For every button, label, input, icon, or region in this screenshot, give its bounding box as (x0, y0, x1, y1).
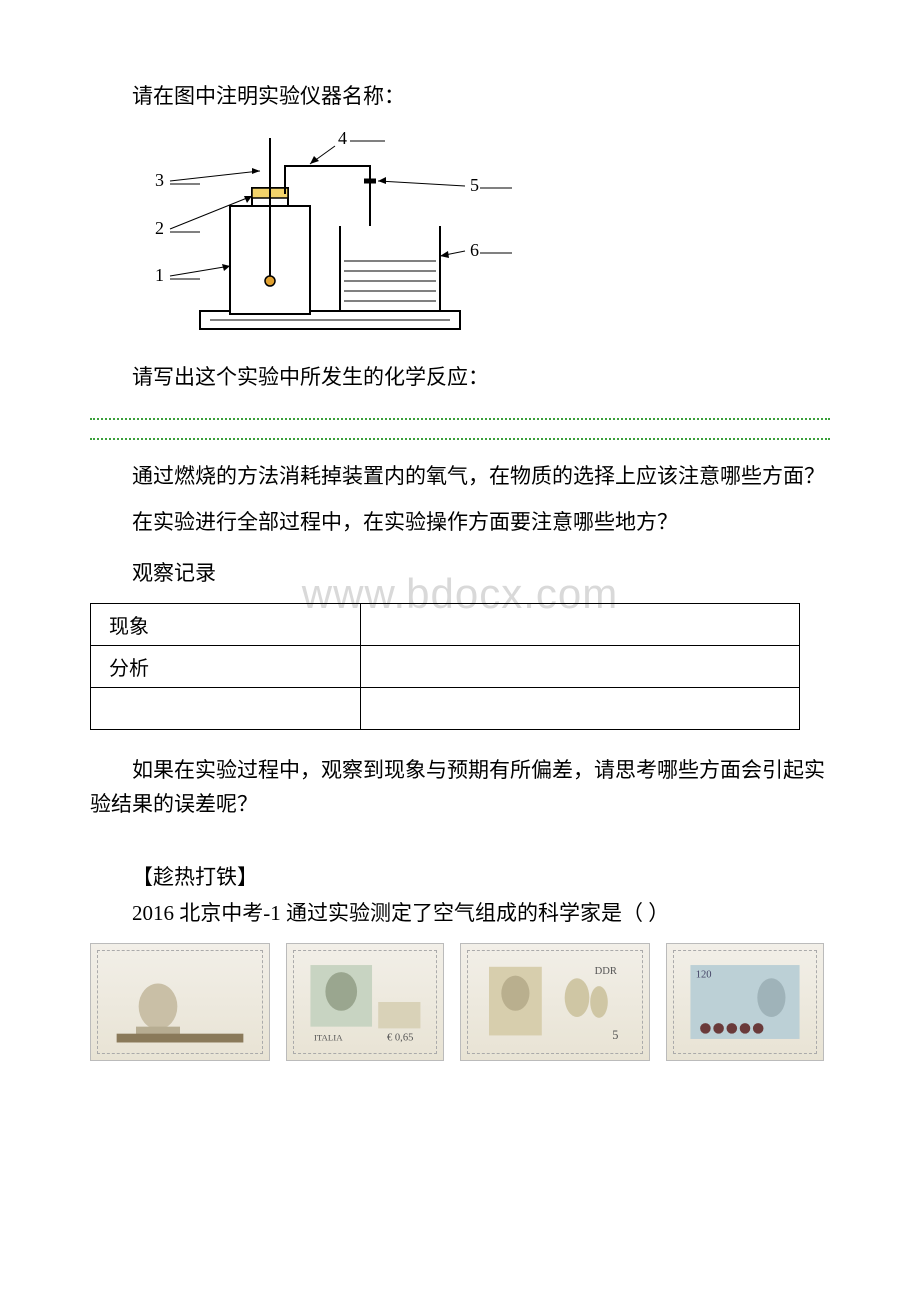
table-row: 现象 (91, 603, 800, 645)
answer-lines (90, 406, 830, 440)
obs-cell-label: 现象 (91, 603, 361, 645)
q2-prompt: 请写出这个实验中所发生的化学反应： (90, 361, 830, 395)
stamp-option-a (90, 943, 270, 1061)
svg-text:€ 0,65: € 0,65 (387, 1032, 413, 1043)
mc-question: 2016 北京中考-1 通过实验测定了空气组成的科学家是（ ） (90, 897, 830, 931)
q5-prompt: 如果在实验过程中，观察到现象与预期有所偏差，请思考哪些方面会引起实验结果的误差呢… (90, 754, 830, 821)
observation-heading: 观察记录 (90, 557, 830, 591)
obs-cell-label (91, 687, 361, 729)
stamp-inner (101, 954, 259, 1050)
section-bracket: 【趁热打铁】 (90, 861, 830, 891)
stamp-row: ITALIA € 0,65 DDR 5 (90, 943, 830, 1061)
stamp-option-d: 120 (666, 943, 824, 1061)
diagram-label-2: 2 (155, 218, 164, 238)
stamp-inner: 120 (677, 954, 813, 1050)
document-content: 请在图中注明实验仪器名称： (90, 80, 830, 1061)
stamp-inner: DDR 5 (471, 954, 639, 1050)
svg-text:120: 120 (696, 969, 712, 980)
dotted-line (90, 406, 830, 420)
q3-prompt: 通过燃烧的方法消耗掉装置内的氧气，在物质的选择上应该注意哪些方面？ (90, 460, 830, 494)
obs-cell-value (360, 645, 800, 687)
table-row (91, 687, 800, 729)
dotted-line (90, 426, 830, 440)
stamp-inner: ITALIA € 0,65 (297, 954, 433, 1050)
apparatus-diagram: 3 2 1 4 5 6 (140, 126, 830, 341)
obs-cell-value (360, 603, 800, 645)
diagram-label-6: 6 (470, 240, 479, 260)
obs-cell-label: 分析 (91, 645, 361, 687)
observation-table: 现象 分析 (90, 603, 800, 730)
table-row: 分析 (91, 645, 800, 687)
diagram-label-3: 3 (155, 170, 164, 190)
svg-text:ITALIA: ITALIA (314, 1032, 343, 1042)
diagram-label-5: 5 (470, 175, 479, 195)
obs-cell-value (360, 687, 800, 729)
apparatus-svg: 3 2 1 4 5 6 (140, 126, 520, 336)
q4-prompt: 在实验进行全部过程中，在实验操作方面要注意哪些地方？ (90, 506, 830, 540)
diagram-label-4: 4 (338, 128, 347, 148)
diagram-label-1: 1 (155, 265, 164, 285)
stamp-option-b: ITALIA € 0,65 (286, 943, 444, 1061)
stamp-option-c: DDR 5 (460, 943, 650, 1061)
svg-text:5: 5 (612, 1028, 618, 1042)
svg-text:DDR: DDR (595, 966, 618, 977)
q1-prompt: 请在图中注明实验仪器名称： (90, 80, 830, 114)
